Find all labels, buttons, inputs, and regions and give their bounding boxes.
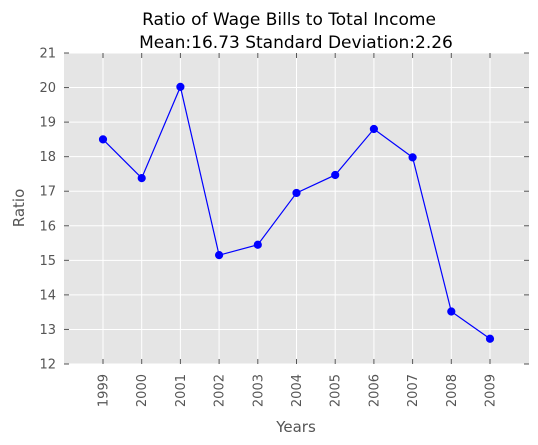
- x-tick-label: 2002: [213, 374, 228, 407]
- x-tick-label: 2006: [367, 374, 382, 407]
- data-point: [98, 135, 108, 144]
- marker-layer: [98, 82, 495, 343]
- y-tick-label: 12: [39, 358, 56, 373]
- data-point: [137, 173, 146, 183]
- y-tick-label: 13: [39, 323, 56, 338]
- data-point: [485, 334, 495, 343]
- x-tick-label: 2008: [445, 374, 460, 407]
- y-tick-label: 17: [39, 185, 56, 200]
- data-point: [408, 153, 417, 162]
- tick-layer: [64, 52, 529, 365]
- x-tick-label: 2007: [406, 374, 421, 407]
- data-point: [215, 251, 224, 260]
- data-point: [369, 124, 378, 134]
- y-tick-label: 18: [39, 150, 56, 165]
- x-tick-label: 2004: [290, 374, 305, 407]
- y-axis-label: Ratio: [10, 189, 28, 228]
- x-tick-label: 2005: [329, 374, 344, 407]
- y-tick-label: 21: [39, 47, 56, 62]
- data-point: [176, 82, 185, 91]
- chart-title: Ratio of Wage Bills to Total Income: [142, 10, 436, 30]
- x-tick-label: 1999: [97, 374, 112, 407]
- tick-label-layer: 12 13 14 15 16 17 18 19 20 21 1999 2000 2001 2002 2003…: [39, 47, 498, 408]
- y-tick-label: 19: [39, 116, 56, 131]
- y-tick-label: 16: [39, 219, 56, 234]
- x-tick-label: 2000: [135, 374, 150, 407]
- data-point: [331, 170, 340, 180]
- x-axis-label: Years: [275, 418, 316, 436]
- x-tick-label: 2009: [484, 374, 499, 407]
- data-point: [292, 188, 301, 198]
- data-point: [253, 240, 262, 249]
- y-tick-label: 20: [39, 81, 56, 96]
- y-tick-label: 14: [39, 288, 56, 303]
- x-tick-label: 2003: [251, 374, 266, 407]
- chart-subtitle: Mean:16.73 Standard Deviation:2.26: [139, 33, 453, 53]
- y-tick-label: 15: [39, 254, 56, 269]
- x-tick-label: 2001: [174, 374, 189, 407]
- data-point: [447, 307, 456, 316]
